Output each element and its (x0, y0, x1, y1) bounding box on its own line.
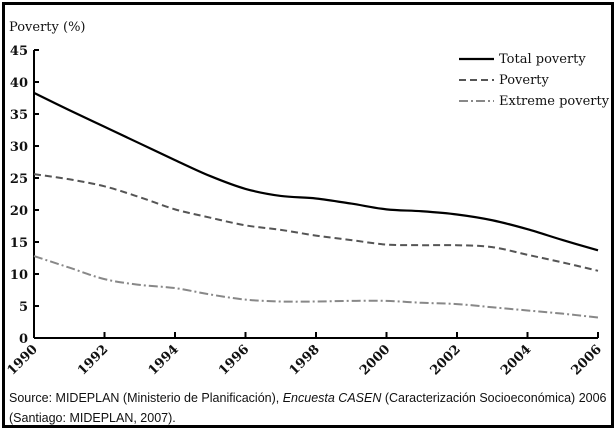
x-tick-label: 1994 (146, 342, 182, 378)
source-prefix: Source: MIDEPLAN (Ministerio de Planific… (9, 391, 283, 405)
legend-label: Poverty (499, 73, 550, 88)
y-tick-label: 25 (10, 172, 28, 187)
y-tick-label: 35 (10, 108, 28, 123)
series-line-extreme-poverty (33, 255, 599, 319)
source-suffix: (Caracterización Socioeconómica) 2006 (S… (9, 391, 607, 425)
series-line-poverty (33, 173, 599, 272)
x-tick-label: 2000 (357, 342, 393, 378)
y-tick-label: 0 (19, 332, 28, 347)
legend-label: Total poverty (499, 52, 586, 67)
x-tick-label: 2004 (498, 342, 534, 378)
y-axis-title: Poverty (%) (9, 20, 86, 35)
series-line-total-poverty (33, 91, 599, 252)
y-tick-label: 10 (10, 268, 28, 283)
x-tick-label: 1998 (287, 342, 323, 378)
source-italic: Encuesta CASEN (282, 391, 382, 405)
y-tick-label: 20 (10, 204, 28, 219)
series-group (33, 91, 599, 319)
x-tick-label: 2002 (428, 342, 464, 378)
source-note: Source: MIDEPLAN (Ministerio de Planific… (9, 388, 609, 428)
y-tick-label: 5 (19, 300, 28, 315)
y-tick-label: 15 (10, 236, 28, 251)
x-tick-label: 1992 (75, 342, 111, 378)
y-tick-label: 30 (10, 140, 28, 155)
x-tick-label: 1990 (5, 342, 41, 378)
legend: Total poverty Poverty Extreme poverty (459, 52, 610, 109)
y-tick-label: 40 (10, 76, 28, 91)
x-tick-label: 2006 (569, 342, 605, 378)
legend-label: Extreme poverty (499, 94, 610, 109)
y-tick-label: 45 (10, 44, 28, 59)
x-tick-label: 1996 (216, 342, 252, 378)
